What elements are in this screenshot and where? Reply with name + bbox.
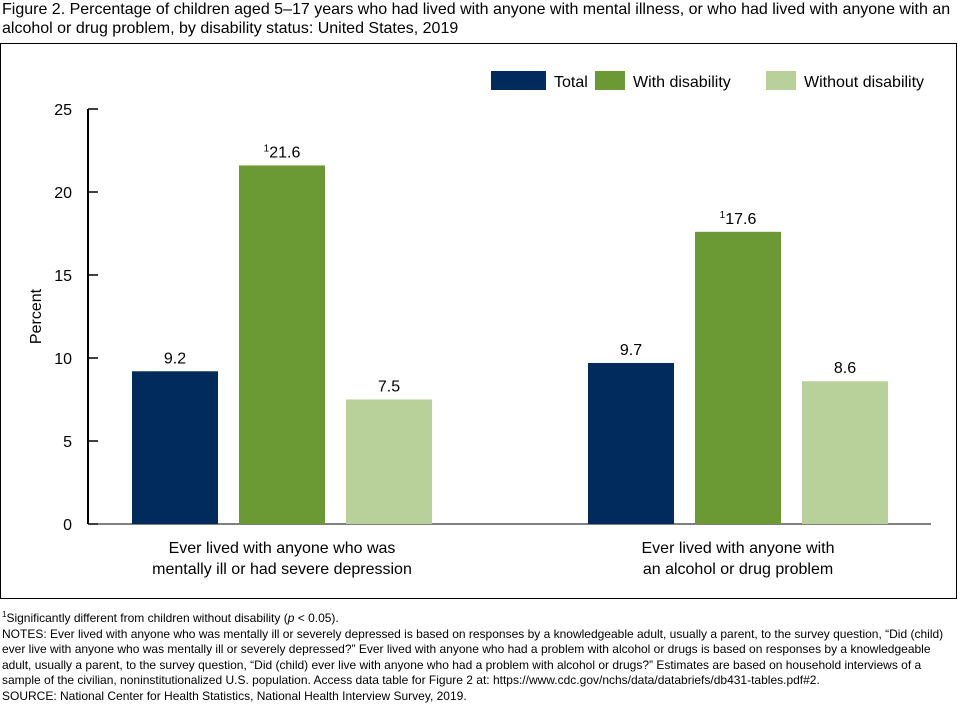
x-category-label: Ever lived with anyone who was: [169, 540, 396, 557]
data-label: 9.7: [620, 342, 642, 359]
legend-swatch: [595, 71, 625, 90]
y-tick-label: 20: [54, 185, 72, 202]
bar: [346, 399, 432, 524]
significance-pre: Significantly different from children wi…: [6, 611, 288, 625]
chart-frame: 0 5 10 15 20 25 Percent 9.2 121.6 7.5 Ever lived w…: [0, 43, 957, 599]
data-label: 117.6: [720, 210, 757, 228]
x-category-label: mentally ill or had severe depression: [152, 561, 412, 578]
y-tick-label: 5: [63, 434, 72, 451]
data-label: 9.2: [164, 350, 186, 367]
source-text: SOURCE: National Center for Health Stati…: [2, 688, 467, 703]
legend-label: Without disability: [804, 74, 924, 91]
legend-label: Total: [554, 74, 588, 91]
y-tick-label: 15: [54, 268, 72, 285]
legend-swatch: [491, 71, 546, 90]
y-tick-label: 0: [63, 517, 72, 534]
bar: [588, 362, 674, 524]
data-label: 121.6: [264, 143, 301, 161]
legend-swatch: [766, 71, 796, 90]
y-axis-label: Percent: [28, 288, 45, 344]
data-label: 8.6: [834, 360, 856, 377]
legend-label: With disability: [633, 74, 731, 91]
bar: [132, 371, 218, 524]
bar: [695, 231, 781, 524]
notes-text: NOTES: Ever lived with anyone who was me…: [2, 626, 944, 688]
data-label: 7.5: [378, 379, 400, 396]
bar: [802, 381, 888, 524]
y-tick-label: 25: [54, 102, 72, 119]
y-tick-label: 10: [54, 351, 72, 368]
x-category-label: Ever lived with anyone with: [642, 540, 835, 557]
significance-note: 1Significantly different from children w…: [2, 611, 957, 627]
footnotes: 1Significantly different from children w…: [2, 611, 957, 704]
significance-sup: 1: [2, 610, 7, 619]
figure-title: Figure 2. Percentage of children aged 5–…: [2, 1, 951, 37]
x-category-label: an alcohol or drug problem: [643, 561, 833, 578]
bar: [239, 165, 325, 524]
significance-p: p: [287, 611, 295, 625]
significance-post: < 0.05).: [294, 611, 339, 625]
bar-chart: 0 5 10 15 20 25 Percent 9.2 121.6 7.5 Ever lived w…: [28, 71, 931, 578]
